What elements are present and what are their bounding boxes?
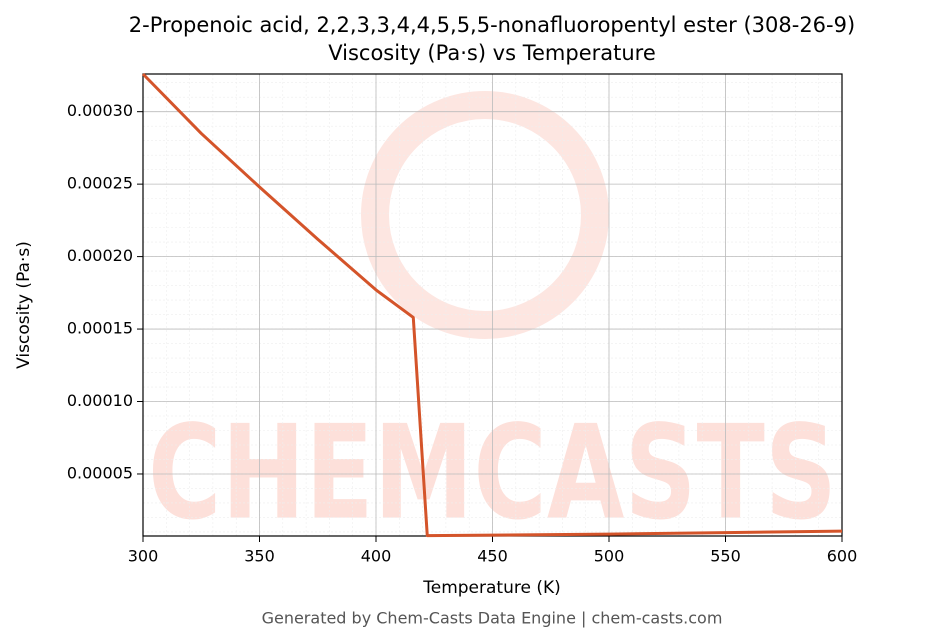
series-line xyxy=(141,72,843,538)
y-tick-label: 0.00015 xyxy=(67,319,133,338)
y-tick-label: 0.00025 xyxy=(67,174,133,193)
x-tick-label: 300 xyxy=(128,547,159,566)
x-tick-label: 600 xyxy=(827,547,858,566)
chart-subtitle: Viscosity (Pa·s) vs Temperature xyxy=(328,41,656,65)
x-tick-label: 350 xyxy=(244,547,275,566)
chart-title: 2-Propenoic acid, 2,2,3,3,4,4,5,5,5-nona… xyxy=(129,13,855,37)
x-tick-label: 550 xyxy=(710,547,741,566)
x-tick-label: 450 xyxy=(477,547,508,566)
y-tick-label: 0.00005 xyxy=(67,463,133,482)
y-tick-label: 0.00020 xyxy=(67,246,133,265)
x-tick-label: 400 xyxy=(361,547,392,566)
watermark-ring xyxy=(361,91,609,339)
y-axis-label: Viscosity (Pa·s) xyxy=(14,241,34,369)
y-tick-label: 0.00030 xyxy=(67,101,133,120)
x-tick-label: 500 xyxy=(594,547,625,566)
x-axis-label: Temperature (K) xyxy=(422,578,561,598)
footer: Generated by Chem-Casts Data Engine | ch… xyxy=(262,609,723,628)
y-tick-label: 0.00010 xyxy=(67,391,133,410)
